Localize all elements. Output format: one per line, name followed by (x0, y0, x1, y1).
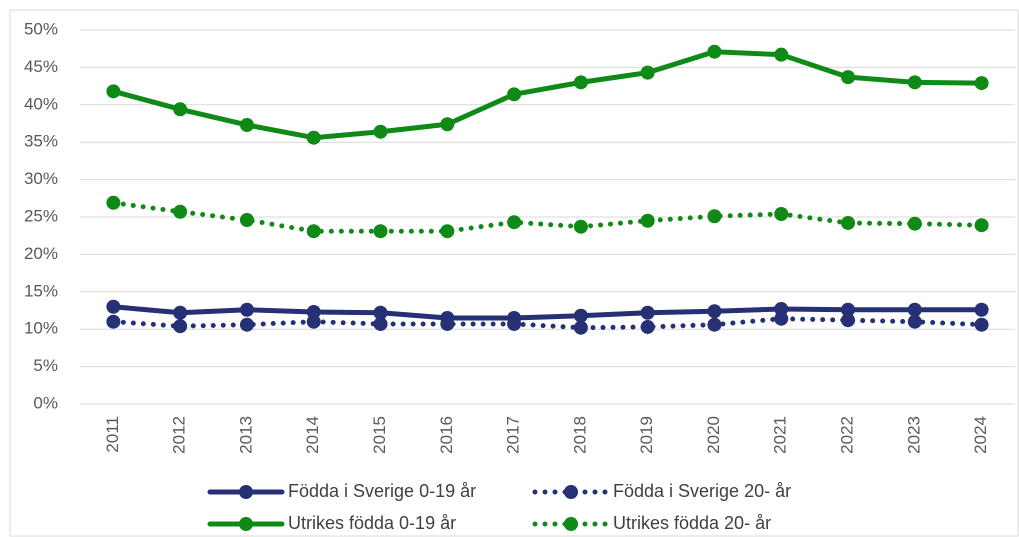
data-point (707, 44, 722, 59)
data-point (841, 302, 856, 317)
data-point (974, 218, 989, 233)
data-point (707, 209, 722, 224)
data-point (974, 317, 989, 332)
data-point (507, 215, 522, 230)
data-point (774, 207, 789, 222)
legend-marker (239, 485, 253, 499)
x-tick-label: 2013 (236, 416, 255, 454)
data-point (440, 117, 455, 132)
data-point (507, 316, 522, 331)
y-tick-label: 50% (24, 19, 58, 38)
series-line (110, 49, 985, 141)
data-point (707, 317, 722, 332)
data-point (239, 212, 254, 227)
x-tick-label: 2019 (637, 416, 656, 454)
data-point (974, 302, 989, 317)
data-point (640, 305, 655, 320)
data-point (841, 215, 856, 230)
data-point (373, 316, 388, 331)
legend-marker (564, 485, 578, 499)
data-point (173, 102, 188, 117)
data-point (306, 130, 321, 145)
data-point (306, 304, 321, 319)
data-point (907, 314, 922, 329)
data-point (173, 305, 188, 320)
x-tick-label: 2017 (504, 416, 523, 454)
legend-label: Födda i Sverige 0-19 år (288, 481, 476, 501)
data-point (841, 70, 856, 85)
data-point (106, 195, 121, 210)
x-tick-label: 2011 (103, 416, 122, 453)
y-tick-label: 5% (33, 356, 58, 375)
y-tick-label: 10% (24, 319, 58, 338)
y-tick-label: 35% (24, 132, 58, 151)
data-point (106, 84, 121, 99)
data-point (907, 302, 922, 317)
x-tick-label: 2014 (303, 416, 322, 454)
data-point (774, 47, 789, 62)
x-tick-label: 2012 (170, 416, 189, 454)
x-tick-label: 2016 (437, 416, 456, 454)
data-point (640, 319, 655, 334)
data-point (106, 314, 121, 329)
data-point (640, 213, 655, 228)
series-line (110, 304, 985, 321)
x-tick-label: 2023 (904, 416, 923, 454)
y-tick-label: 30% (24, 169, 58, 188)
chart-frame (9, 9, 1019, 537)
data-point (306, 224, 321, 239)
x-tick-label: 2018 (570, 416, 589, 454)
data-point (106, 299, 121, 314)
data-point (373, 305, 388, 320)
data-point (573, 219, 588, 234)
data-point (640, 65, 655, 80)
x-tick-label: 2020 (704, 416, 723, 454)
data-point (239, 117, 254, 132)
data-point (707, 304, 722, 319)
data-point (974, 76, 989, 91)
x-tick-label: 2024 (971, 416, 990, 454)
data-point (373, 124, 388, 139)
data-point (907, 216, 922, 231)
data-point (239, 317, 254, 332)
y-tick-label: 20% (24, 244, 58, 263)
x-tick-label: 2022 (838, 416, 857, 454)
data-point (440, 224, 455, 239)
data-point (173, 204, 188, 219)
data-point (440, 316, 455, 331)
data-point (507, 87, 522, 102)
legend-label: Utrikes födda 0-19 år (288, 513, 456, 533)
x-tick-label: 2015 (370, 416, 389, 454)
y-tick-label: 25% (24, 206, 58, 225)
data-point (573, 308, 588, 323)
data-point (907, 75, 922, 90)
data-point (373, 224, 388, 239)
data-point (573, 75, 588, 90)
y-tick-label: 45% (24, 57, 58, 76)
x-tick-label: 2021 (771, 416, 790, 454)
legend-marker (239, 517, 253, 531)
legend-marker (564, 517, 578, 531)
y-tick-label: 0% (33, 393, 58, 412)
y-tick-label: 40% (24, 94, 58, 113)
data-point (774, 302, 789, 317)
legend-label: Födda i Sverige 20- år (613, 481, 791, 501)
legend-label: Utrikes födda 20- år (613, 513, 771, 533)
data-point (573, 320, 588, 335)
data-point (306, 314, 321, 329)
data-point (239, 302, 254, 317)
data-point (774, 311, 789, 326)
y-tick-label: 15% (24, 281, 58, 300)
data-point (841, 313, 856, 328)
data-point (173, 319, 188, 334)
